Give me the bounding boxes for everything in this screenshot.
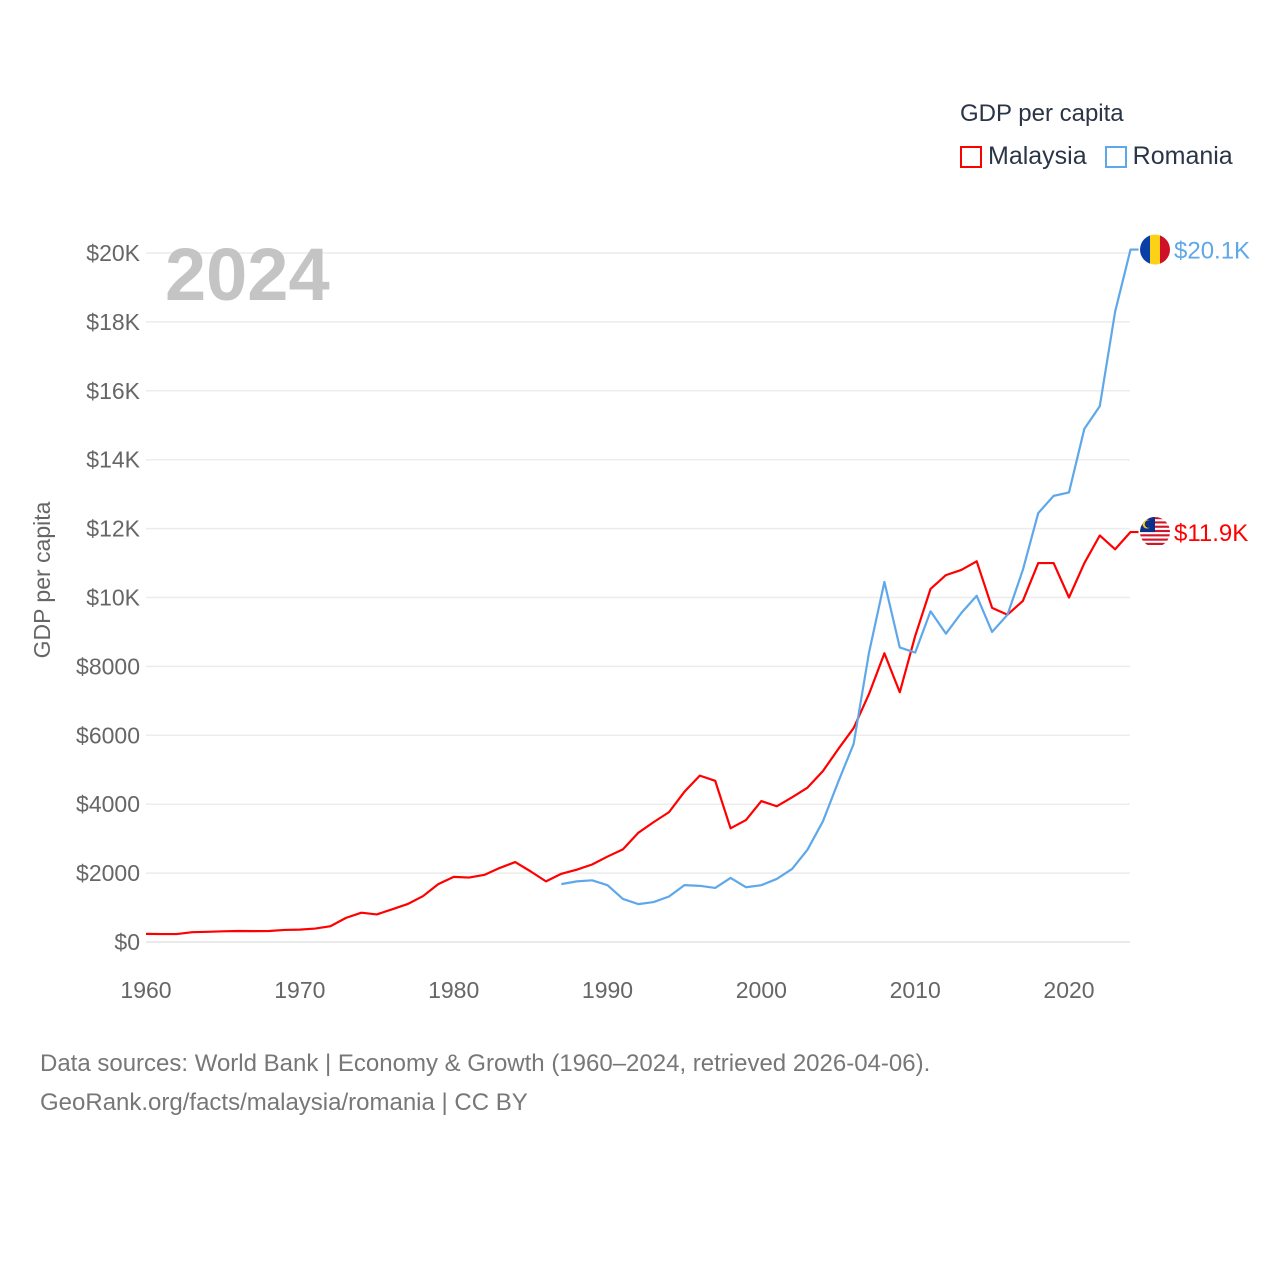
y-tick-label: $0 [114,929,140,955]
end-value-label-romania: $20.1K [1174,238,1250,265]
data-source-note: Data sources: World Bank | Economy & Gro… [40,1050,931,1077]
y-tick-label: $8000 [76,653,140,679]
y-tick-label: $12K [86,516,140,542]
malaysia-flag-icon [1140,517,1170,548]
y-tick-label: $14K [86,447,140,473]
legend-item-malaysia[interactable]: Malaysia [960,142,1087,171]
footer: Data sources: World Bank | Economy & Gro… [40,1044,930,1122]
y-tick-label: $18K [86,309,140,335]
y-tick-label: $10K [86,585,140,611]
legend-swatch-malaysia [960,145,982,168]
y-tick-label: $20K [86,240,140,266]
legend-item-romania[interactable]: Romania [1104,142,1233,171]
legend-label-malaysia: Malaysia [988,142,1087,170]
x-tick-label: 1990 [582,977,633,1003]
series-line-romania [561,248,1139,906]
y-tick-label: $6000 [76,722,140,748]
x-tick-label: 2020 [1043,977,1094,1003]
legend-title: GDP per capita [960,100,1124,127]
legend-swatch-romania [1104,145,1127,168]
x-tick-label: 2000 [736,977,787,1003]
y-tick-label: $16K [86,378,140,404]
legend-label-romania: Romania [1132,142,1233,170]
series-line-malaysia [145,530,1139,936]
x-tick-label: 1980 [428,977,479,1003]
y-axis-label: GDP per capita [29,501,55,658]
x-tick-label: 1970 [274,977,325,1003]
year-watermark: 2024 [165,233,330,316]
y-tick-label: $2000 [76,860,140,886]
y-tick-label: $4000 [76,791,140,817]
romania-flag-icon [1140,234,1170,265]
source-link[interactable]: GeoRank.org/facts/malaysia/romania | CC … [40,1089,528,1116]
end-value-label-malaysia: $11.9K [1174,520,1248,547]
x-tick-label: 1960 [120,977,171,1003]
x-tick-label: 2010 [890,977,941,1003]
legend: Malaysia Romania [960,142,1233,171]
